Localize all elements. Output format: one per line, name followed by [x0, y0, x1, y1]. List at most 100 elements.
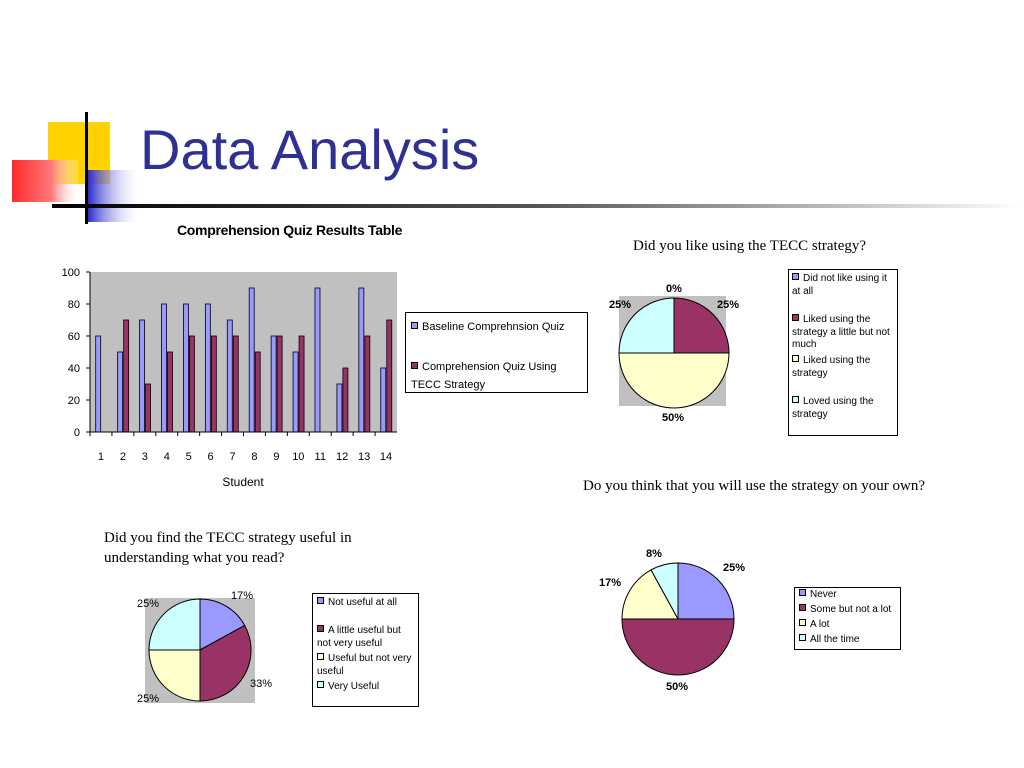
pie1-title: Did you like using the TECC strategy? [633, 238, 867, 254]
bar-x-tick-label: 9 [273, 451, 279, 463]
pie2-legend-item: Useful but not very useful [317, 653, 417, 678]
bar-s1-2 [117, 351, 124, 433]
pie3-legend-label: A lot [810, 619, 830, 630]
pie-data-label-1: 0% [666, 283, 682, 295]
bar-x-tick-label: 13 [358, 451, 370, 463]
legend-swatch-blue [317, 597, 324, 604]
pie1-legend-label: Liked using the strategy a little but no… [792, 314, 890, 350]
pie2-title: Did you find the TECC strategy useful in… [104, 528, 404, 568]
bar-x-tick-label: 4 [164, 451, 170, 463]
bar-y-tick-label: 20 [68, 395, 80, 407]
pie-slice-4 [148, 598, 201, 651]
bar-legend-item-baseline: Baseline Comprehnsion Quiz [411, 320, 564, 334]
bar-s1-1 [95, 335, 102, 433]
pie3-legend-label: Never [810, 589, 837, 600]
legend-swatch-cream [792, 355, 799, 362]
bar-s2-3 [145, 383, 151, 433]
bar-x-tick-label: 6 [208, 451, 214, 463]
bar-y-tick-label: 0 [74, 427, 80, 439]
pie-data-label-2: 50% [666, 681, 688, 693]
bar-s2-7 [232, 335, 239, 433]
pie3-legend-item: A lot [799, 619, 899, 632]
pie1-legend-label: Liked using the strategy [792, 355, 871, 379]
pie2-legend-label: Useful but not very useful [317, 653, 412, 677]
bar-s1-13 [358, 287, 365, 433]
legend-swatch-cyan [792, 396, 799, 403]
bar-s1-6 [204, 303, 211, 433]
pie-slice-2 [621, 618, 735, 676]
deco-vertical-line [85, 112, 88, 224]
bar-x-tick-label: 5 [186, 451, 192, 463]
pie1-legend-label: Did not like using it at all [792, 273, 887, 297]
pie3-legend: Never Some but not a lot A lot All the t… [794, 587, 901, 650]
deco-blue-square [88, 170, 140, 222]
bar-s1-4 [161, 303, 167, 433]
pie1-chart: 0% 25% 50% 25% [609, 283, 739, 424]
pie3-legend-label: Some but not a lot [810, 604, 892, 615]
bar-s2-9 [276, 335, 283, 433]
bar-s1-7 [226, 319, 233, 433]
title-decoration [0, 0, 1024, 240]
bar-y-tick-label: 100 [62, 267, 80, 279]
legend-swatch-cyan [799, 634, 806, 641]
bar-s1-10 [292, 351, 299, 433]
pie-slice-3 [621, 569, 679, 620]
bar-plot-area [90, 272, 397, 432]
title-decoration-graphic [12, 112, 1024, 224]
pie-data-label-4: 25% [137, 598, 159, 610]
pie-data-label-1: 25% [723, 562, 745, 574]
bar-s1-11 [314, 287, 321, 433]
bar-legend-item-tecc: Comprehension Quiz Using TECC Strategy [411, 358, 583, 394]
bar-s2-2 [123, 319, 130, 433]
pie1-legend-item: Loved using the strategy [792, 396, 896, 421]
pie-slice-3 [148, 649, 201, 702]
bar-s2-10 [298, 335, 305, 433]
bar-x-tick-label: 1 [98, 451, 104, 463]
pie-data-label-3: 25% [137, 693, 159, 705]
pie-slice-1 [199, 598, 246, 651]
bar-y-tick-label: 60 [68, 331, 80, 343]
bar-s2-4 [167, 351, 173, 433]
deco-horizontal-line [52, 204, 1024, 208]
bar-y-tick-label: 40 [68, 363, 80, 375]
legend-swatch-blue [799, 589, 806, 596]
pie3-legend-label: All the time [810, 634, 860, 645]
pie-data-label-3: 17% [599, 577, 621, 589]
pie2-legend: Not useful at all A little useful but no… [312, 593, 419, 707]
bar-s2-6 [210, 335, 217, 433]
bar-s2-8 [254, 351, 261, 433]
pie2-legend-item: A little useful but not very useful [317, 625, 417, 650]
bar-s1-3 [139, 319, 145, 433]
bar-x-tick-label: 2 [120, 451, 126, 463]
bar-s1-5 [183, 303, 189, 433]
bar-x-tick-label: 8 [251, 451, 257, 463]
pie2-chart: 17% 33% 25% 25% [137, 590, 272, 705]
slide-title: Data Analysis [140, 118, 480, 181]
legend-swatch-cream [799, 619, 806, 626]
pie1-legend-item: Liked using the strategy a little but no… [792, 314, 896, 352]
pie-data-label-3: 50% [662, 412, 684, 424]
bar-s1-8 [248, 287, 255, 433]
pie-data-label-2: 33% [250, 678, 272, 690]
bar-s2-12 [342, 367, 349, 433]
legend-swatch-blue [411, 322, 418, 329]
pie3-legend-item: All the time [799, 634, 899, 647]
deco-red-square [12, 160, 78, 202]
pie-slice-4 [618, 297, 675, 354]
pie2-legend-label: Not useful at all [328, 597, 397, 608]
pie1-legend-label: Loved using the strategy [792, 396, 874, 420]
pie-slice-4 [650, 562, 679, 620]
legend-swatch-cream [317, 653, 324, 660]
pie3-title: Do you think that you will use the strat… [583, 478, 926, 494]
bar-x-tick-label: 3 [142, 451, 148, 463]
pie-data-label-2: 25% [609, 299, 631, 311]
pie3-legend-item: Some but not a lot [799, 604, 899, 617]
legend-swatch-cyan [317, 681, 324, 688]
legend-swatch-blue [792, 273, 799, 280]
bar-y-tick-label: 80 [68, 299, 80, 311]
bar-x-tick-label: 11 [315, 451, 326, 463]
bar-x-tick-label: 7 [229, 451, 235, 463]
bar-x-axis-label: Student [222, 475, 264, 489]
legend-swatch-maroon [799, 604, 806, 611]
